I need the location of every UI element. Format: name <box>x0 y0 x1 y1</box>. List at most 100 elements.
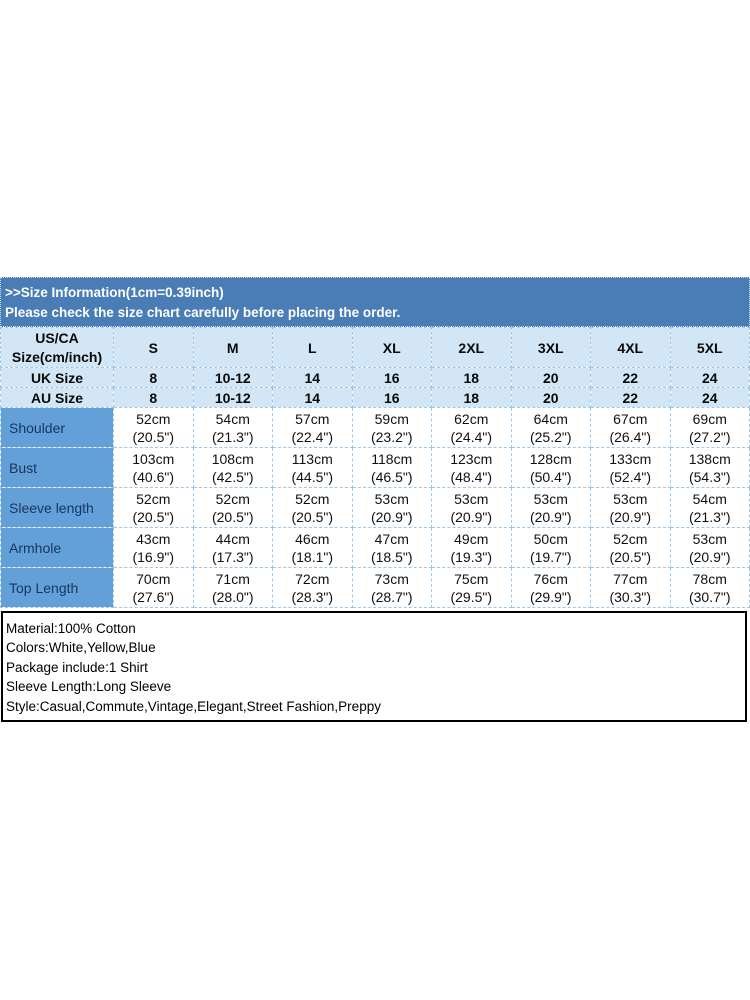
measurement-cell: 49cm (19.3") <box>431 527 512 568</box>
measurement-cm: 72cm <box>295 570 330 587</box>
size-chart-table: US/CA Size(cm/inch) S M L XL 2XL 3XL 4XL 5XL UK Si… <box>0 327 750 608</box>
measurement-cm: 138cm <box>688 450 731 467</box>
measurement-cm: 53cm <box>454 490 489 507</box>
region-size-cell: 20 <box>510 387 591 408</box>
measurement-cell: 53cm (20.9") <box>669 527 750 568</box>
measurement-cm: 73cm <box>374 570 409 587</box>
measurement-cell: 52cm (20.5") <box>590 527 671 568</box>
measurement-inch: (28.3") <box>291 588 334 605</box>
measurement-inch: (22.4") <box>291 428 334 445</box>
region-size-label: UK Size <box>0 367 114 388</box>
measurement-cell: 57cm (22.4") <box>272 407 353 448</box>
measurement-cm: 76cm <box>533 570 568 587</box>
measurement-cm: 54cm <box>692 490 727 507</box>
measurement-cell: 46cm (18.1") <box>272 527 353 568</box>
measurement-cm: 113cm <box>291 450 333 467</box>
product-detail-line: Sleeve Length:Long Sleeve <box>6 679 172 695</box>
product-detail-line: Colors:White,Yellow,Blue <box>6 640 156 656</box>
measurement-inch: (25.2") <box>529 428 572 445</box>
measurement-label: Shoulder <box>0 407 114 448</box>
measurement-inch: (52.4") <box>609 468 652 485</box>
measurement-inch: (20.5") <box>291 508 334 525</box>
measurement-cm: 52cm <box>215 490 250 507</box>
measurement-cell: 72cm (28.3") <box>272 567 353 608</box>
measurement-inch: (24.4") <box>450 428 493 445</box>
measurement-cm: 62cm <box>454 410 489 427</box>
measurement-cell: 54cm (21.3") <box>669 487 750 528</box>
measurement-inch: (20.5") <box>132 508 175 525</box>
measurement-cell: 54cm (21.3") <box>192 407 273 448</box>
measurement-inch: (54.3") <box>688 468 731 485</box>
size-chart-body: US/CA Size(cm/inch) S M L XL 2XL 3XL 4XL 5XL UK Si… <box>0 327 750 608</box>
measurement-inch: (20.9") <box>609 508 652 525</box>
measurement-cell: 47cm (18.5") <box>351 527 432 568</box>
corner-header-cell: US/CA Size(cm/inch) <box>0 327 114 368</box>
measurement-inch: (16.9") <box>132 548 175 565</box>
measurement-cm: 52cm <box>295 490 330 507</box>
measurement-inch: (46.5") <box>370 468 413 485</box>
region-size-row: UK Size 8 10-12 14 16 18 20 22 24 <box>0 367 750 388</box>
product-details-box: Material:100% Cotton Colors:White,Yellow,… <box>1 611 747 722</box>
size-header-row: US/CA Size(cm/inch) S M L XL 2XL 3XL 4XL 5XL <box>0 327 750 368</box>
banner-title: >>Size Information(1cm=0.39inch) <box>5 285 224 300</box>
measurement-cm: 43cm <box>136 530 171 547</box>
measurement-cell: 138cm (54.3") <box>669 447 750 488</box>
measurement-cell: 52cm (20.5") <box>113 487 194 528</box>
measurement-inch: (48.4") <box>450 468 493 485</box>
region-size-cell: 14 <box>272 387 353 408</box>
measurement-cell: 70cm (27.6") <box>113 567 194 608</box>
corner-header-line: US/CA <box>35 329 79 346</box>
measurement-inch: (19.7") <box>529 548 572 565</box>
measurement-cell: 69cm (27.2") <box>669 407 750 448</box>
measurement-inch: (19.3") <box>450 548 493 565</box>
measurement-cm: 67cm <box>613 410 648 427</box>
measurement-label: Armhole <box>0 527 114 568</box>
measurement-cell: 118cm (46.5") <box>351 447 432 488</box>
region-size-cell: 8 <box>113 387 194 408</box>
size-col-header: 5XL <box>669 327 750 368</box>
measurement-cm: 47cm <box>374 530 409 547</box>
region-size-cell: 10-12 <box>192 387 273 408</box>
region-size-cell: 10-12 <box>192 367 273 388</box>
measurement-cell: 52cm (20.5") <box>113 407 194 448</box>
region-size-cell: 8 <box>113 367 194 388</box>
measurement-cm: 69cm <box>692 410 727 427</box>
measurement-row: Shoulder 52cm (20.5") 54cm (21.3") 57cm (22.4"… <box>0 407 750 448</box>
measurement-cell: 62cm (24.4") <box>431 407 512 448</box>
size-col-header: 4XL <box>590 327 671 368</box>
measurement-cm: 53cm <box>692 530 727 547</box>
measurement-inch: (30.3") <box>609 588 652 605</box>
measurement-inch: (20.9") <box>450 508 493 525</box>
measurement-cm: 128cm <box>529 450 572 467</box>
measurement-cell: 53cm (20.9") <box>510 487 591 528</box>
measurement-cell: 52cm (20.5") <box>272 487 353 528</box>
region-size-cell: 14 <box>272 367 353 388</box>
measurement-inch: (21.3") <box>688 508 731 525</box>
measurement-cm: 52cm <box>613 530 648 547</box>
measurement-label: Sleeve length <box>0 487 114 528</box>
measurement-inch: (20.9") <box>688 548 731 565</box>
region-size-cell: 24 <box>669 367 750 388</box>
region-size-cell: 20 <box>510 367 591 388</box>
region-size-cell: 16 <box>351 367 432 388</box>
measurement-cm: 53cm <box>374 490 409 507</box>
size-col-header: 2XL <box>431 327 512 368</box>
measurement-inch: (26.4") <box>609 428 652 445</box>
measurement-cell: 44cm (17.3") <box>192 527 273 568</box>
size-col-header: M <box>192 327 273 368</box>
product-detail-line: Package include:1 Shirt <box>6 659 148 675</box>
measurement-cell: 108cm (42.5") <box>192 447 273 488</box>
measurement-cell: 59cm (23.2") <box>351 407 432 448</box>
measurement-inch: (44.5") <box>291 468 334 485</box>
measurement-cm: 57cm <box>295 410 330 427</box>
measurement-cm: 123cm <box>450 450 493 467</box>
measurement-cm: 52cm <box>136 490 171 507</box>
product-detail-line: Style:Casual,Commute,Vintage,Elegant,Str… <box>6 698 381 714</box>
measurement-cell: 113cm (44.5") <box>272 447 353 488</box>
measurement-cm: 133cm <box>609 450 652 467</box>
measurement-cell: 77cm (30.3") <box>590 567 671 608</box>
measurement-cm: 53cm <box>533 490 568 507</box>
measurement-inch: (27.6") <box>132 588 175 605</box>
banner-subtitle: Please check the size chart carefully be… <box>5 305 401 320</box>
